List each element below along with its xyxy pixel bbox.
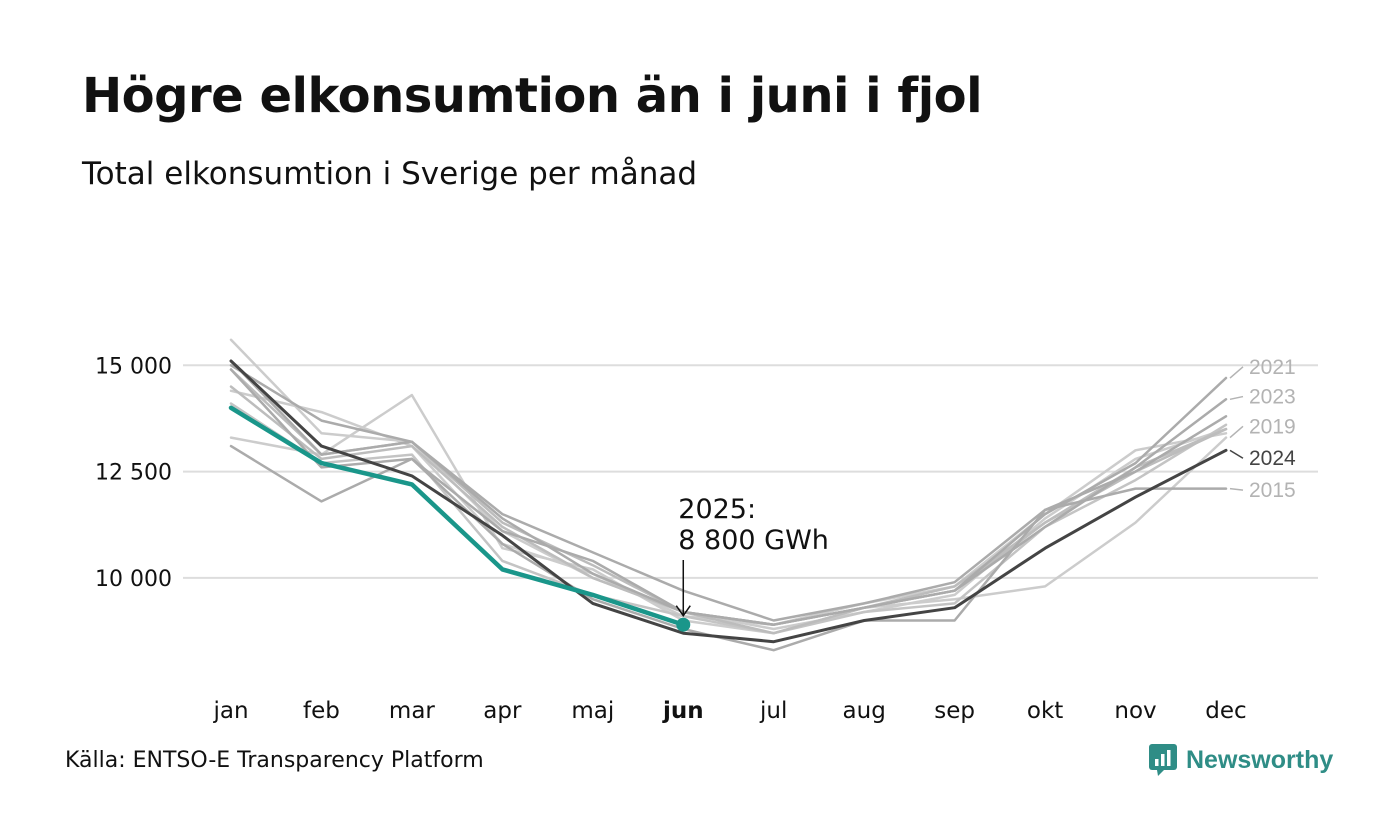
highlight-point bbox=[676, 617, 691, 632]
series-line bbox=[229, 359, 1228, 644]
year-label-leader bbox=[1229, 449, 1244, 459]
x-tick-label: dec bbox=[1205, 698, 1246, 724]
x-tick-label: jun bbox=[662, 698, 704, 724]
y-tick-label: 10 000 bbox=[95, 567, 172, 592]
year-label: 2019 bbox=[1249, 415, 1296, 438]
logo-text: Newsworthy bbox=[1186, 745, 1334, 774]
x-axis-ticks: jan feb mar apr maj jun jul aug sep okt nov dec bbox=[212, 698, 1246, 724]
line-chart: 10 000 12 500 15 000 jan feb mar apr maj jun jul… bbox=[95, 338, 1318, 724]
series-line bbox=[229, 364, 1228, 622]
x-tick-label: apr bbox=[483, 698, 522, 724]
series-line bbox=[229, 359, 1228, 626]
series-line bbox=[229, 393, 1228, 635]
year-label: 2024 bbox=[1249, 447, 1296, 470]
year-labels: 2021 2023 2019 2024 2015 bbox=[1229, 356, 1296, 502]
year-label: 2021 bbox=[1249, 356, 1296, 379]
year-label-leader bbox=[1229, 395, 1244, 401]
annotation-label-year: 2025: bbox=[678, 494, 756, 525]
year-label-leader bbox=[1229, 425, 1244, 439]
series-lines bbox=[228, 338, 1228, 652]
y-axis-ticks: 10 000 12 500 15 000 bbox=[95, 354, 172, 592]
year-label-leader bbox=[1229, 366, 1244, 379]
series-line bbox=[229, 402, 1228, 635]
annotation-arrow-head bbox=[675, 605, 691, 618]
year-label: 2023 bbox=[1249, 386, 1296, 409]
y-tick-label: 12 500 bbox=[95, 461, 172, 486]
x-tick-label: nov bbox=[1114, 698, 1156, 724]
source-note: Källa: ENTSO-E Transparency Platform bbox=[65, 748, 484, 773]
x-tick-label: feb bbox=[303, 698, 340, 724]
x-tick-label: okt bbox=[1027, 698, 1063, 724]
x-tick-label: mar bbox=[389, 698, 435, 724]
annotation: 2025:8 800 GWh bbox=[675, 494, 829, 632]
y-tick-label: 15 000 bbox=[95, 354, 172, 379]
x-tick-label: jan bbox=[212, 698, 248, 724]
chart-title: Högre elkonsumtion än i juni i fjol bbox=[82, 68, 983, 124]
annotation-label-value: 8 800 GWh bbox=[678, 525, 829, 556]
year-label: 2015 bbox=[1249, 479, 1296, 502]
series-line bbox=[228, 405, 686, 627]
series-line bbox=[229, 338, 1228, 631]
x-tick-label: maj bbox=[571, 698, 614, 724]
x-tick-label: jul bbox=[759, 698, 787, 724]
newsworthy-logo: Newsworthy bbox=[1148, 743, 1333, 777]
newsworthy-logo-icon bbox=[1149, 744, 1177, 776]
x-tick-label: aug bbox=[843, 698, 886, 724]
chart-subtitle: Total elkonsumtion i Sverige per månad bbox=[82, 156, 698, 192]
x-tick-label: sep bbox=[934, 698, 975, 724]
year-label-leader bbox=[1229, 487, 1244, 491]
